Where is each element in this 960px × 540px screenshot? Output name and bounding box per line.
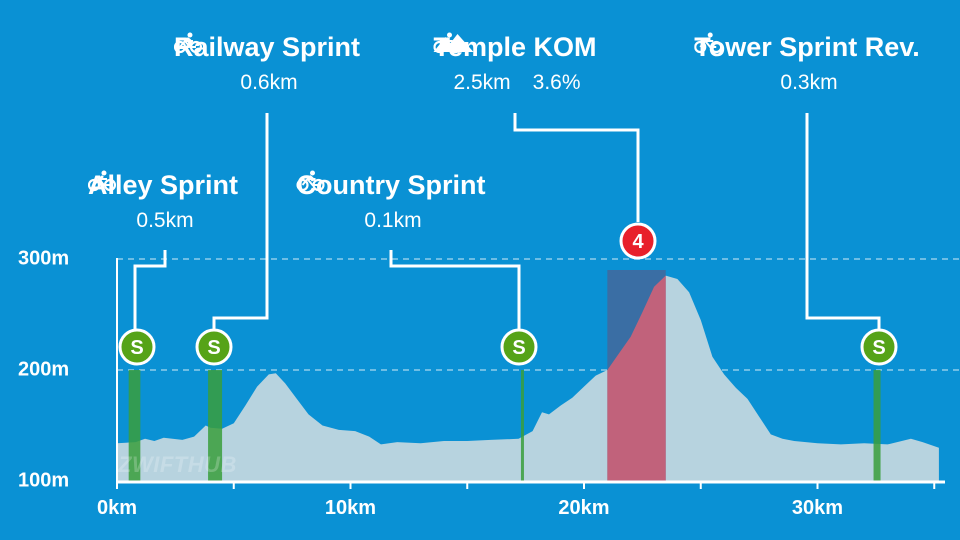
segment-length: 0.5km [136,209,194,232]
leader-line-1 [212,113,269,330]
leader-line-4 [805,113,881,330]
x-tick-label: 30km [791,497,844,519]
segment-info: 0.6km [173,32,360,96]
kom-badge [619,222,657,260]
x-tick-label: 0km [96,497,138,519]
sprint-badge [195,328,233,366]
segment-label: Alley Sprint 0.5km [87,170,239,234]
leader-line-3 [513,113,640,222]
x-tick-label: 10km [324,497,377,519]
segment-info: 0.1km [296,170,486,234]
segment-grade: 3.6% [532,71,581,94]
badge-label: S [207,337,220,359]
elevation-profile [117,275,939,481]
badge-label: S [872,337,885,359]
sprint-badge [860,328,898,366]
leader-line-0 [133,250,167,330]
badge-label: 4 [632,231,644,253]
y-tick-label: 300m [18,247,70,270]
segment-label: Railway Sprint 0.6km [173,32,361,96]
segment-info: 0.5km [87,170,238,234]
x-tick-label: 20km [558,497,610,519]
segment-name: Country Sprint [296,170,486,200]
segment-info: 0.3km [694,32,920,96]
badge-label: S [130,337,143,359]
y-tick-label: 100m [18,469,70,492]
segment-length: 0.6km [240,71,298,94]
sprint-bar-0 [128,370,141,481]
segment-length: 0.3km [780,71,838,94]
segment-label: Country Sprint 0.1km [296,170,486,234]
sprint-bar-1 [208,370,223,481]
segment-name: Alley Sprint [87,170,239,200]
sprint-badge [500,328,538,366]
segment-length: 2.5km [453,71,511,94]
sprint-bar-3 [873,370,881,481]
badge-label: S [512,337,525,359]
y-tick-label: 200m [18,358,70,381]
sprint-bar-2 [520,370,524,481]
sprint-badge [118,328,156,366]
segment-info: 2.5km 3.6% [433,32,596,96]
segment-name: Tower Sprint Rev. [694,32,920,62]
segment-length: 0.1km [364,209,422,232]
segment-label: Tower Sprint Rev. 0.3km [694,32,920,96]
segment-name: Railway Sprint [173,32,361,62]
leader-line-2 [389,250,521,330]
watermark: ZWIFTHUB [118,452,237,477]
segment-label: Temple KOM 2.5km 3.6% [433,32,597,96]
